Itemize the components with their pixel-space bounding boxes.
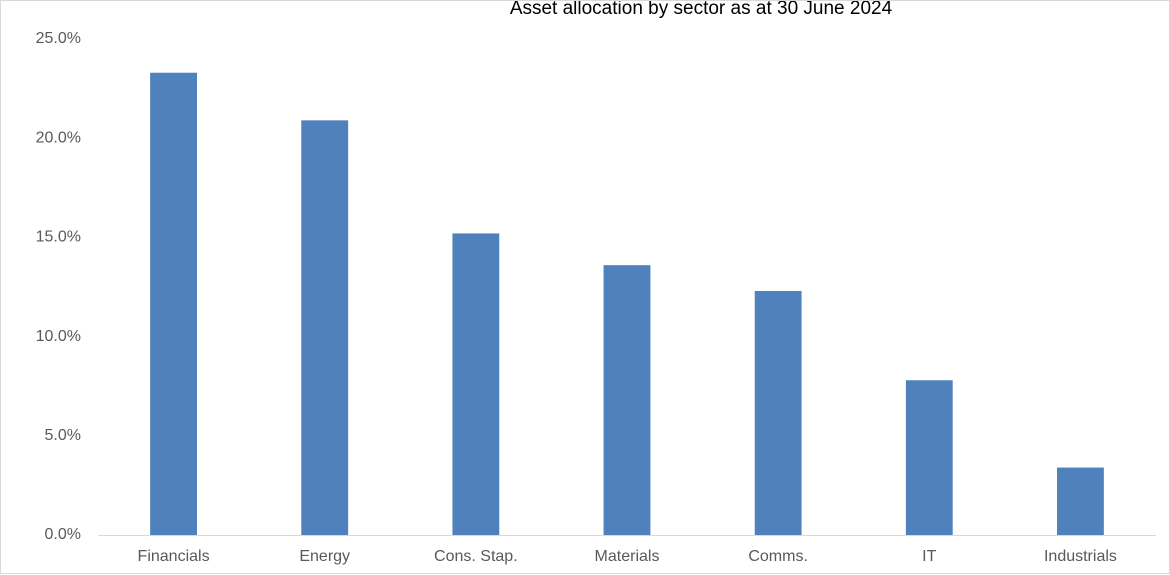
bars bbox=[150, 72, 1104, 535]
x-tick-label: Industrials bbox=[1044, 548, 1117, 565]
y-tick-label: 0.0% bbox=[45, 526, 81, 543]
x-tick-label: Energy bbox=[299, 548, 350, 565]
bar bbox=[452, 233, 500, 535]
x-axis-labels: Financials Energy Cons. Stap. Materials Comm… bbox=[138, 548, 1117, 565]
x-tick-label: Materials bbox=[595, 548, 660, 565]
x-tick-label: Comms. bbox=[748, 548, 808, 565]
y-tick-label: 15.0% bbox=[36, 229, 81, 246]
bar bbox=[150, 72, 197, 535]
y-tick-label: 20.0% bbox=[36, 129, 81, 146]
y-tick-label: 25.0% bbox=[36, 30, 81, 47]
y-tick-label: 10.0% bbox=[36, 328, 81, 345]
bar bbox=[754, 290, 802, 535]
x-tick-label: Cons. Stap. bbox=[434, 548, 518, 565]
y-axis-ticks: 0.0% 5.0% 10.0% 15.0% 20.0% 25.0% bbox=[36, 30, 81, 543]
y-tick-label: 5.0% bbox=[45, 427, 81, 444]
bar bbox=[905, 380, 953, 535]
x-tick-label: IT bbox=[922, 548, 936, 565]
bar bbox=[603, 265, 651, 535]
x-tick-label: Financials bbox=[138, 548, 210, 565]
chart-title: Asset allocation by sector as at 30 June… bbox=[510, 1, 893, 19]
bar bbox=[301, 120, 349, 535]
bar bbox=[1057, 467, 1104, 535]
